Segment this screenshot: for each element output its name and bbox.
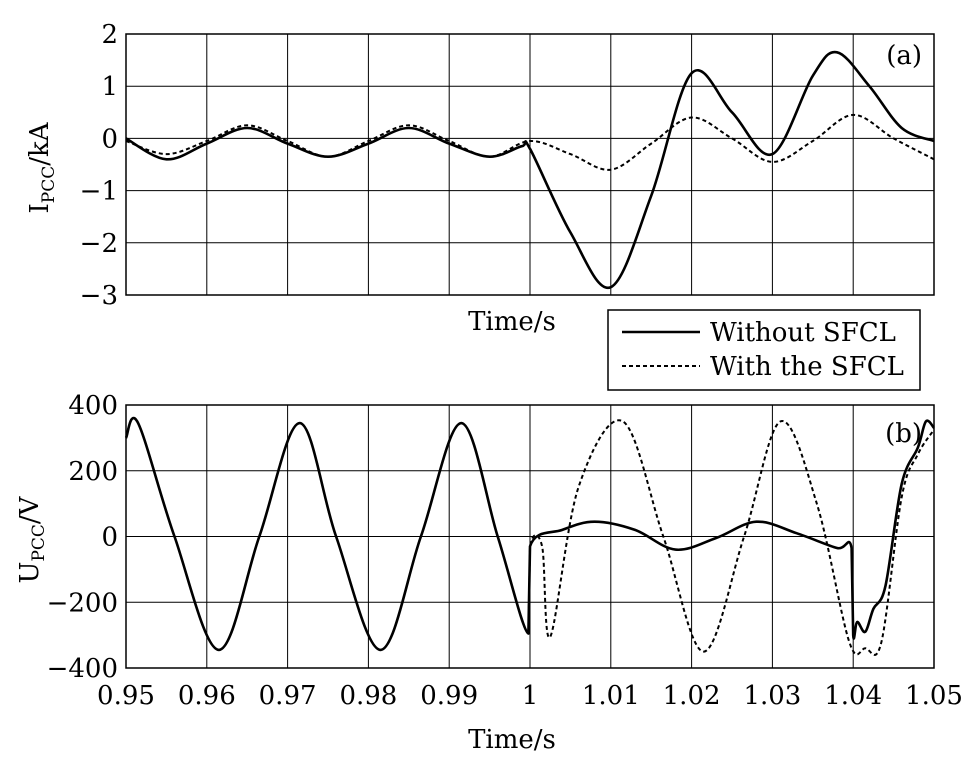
panel-b-label: (b) [885, 419, 922, 449]
panel-b-x-tick-label: 0.96 [178, 681, 236, 711]
panel-b-x-tick-label: 1 [522, 681, 539, 711]
panel-b-y-label-unit: /V [15, 495, 45, 524]
panel-a-y-label-main: I [25, 203, 55, 213]
panel-b-frame [125, 404, 935, 669]
legend: Without SFCL With the SFCL [607, 309, 921, 391]
legend-box [607, 309, 921, 391]
panel-b-y-tick-label: −200 [47, 588, 118, 618]
panel-a-y-tick-label: 2 [101, 20, 118, 50]
panel-b-x-tick-label: 1.04 [824, 681, 882, 711]
panel-b-x-tick-label: 0.95 [97, 681, 155, 711]
panel-a-series-with-the-sfcl [125, 113, 935, 171]
panel-b-voltage: 400 200 0 −200 −400 0.95 0.96 0.97 0.98 0.99 1 1.0… [15, 391, 963, 755]
panel-a-frame [125, 33, 935, 296]
panel-b-x-tick-label: 1.05 [905, 681, 963, 711]
panel-b-y-axis-label: UPCC/V [15, 495, 49, 583]
panel-a-y-label-sub: PCC [39, 166, 59, 203]
panel-a-y-tick-label: −1 [80, 177, 118, 207]
panel-a-series-without-sfcl [125, 50, 935, 290]
panel-a-x-axis-label: Time/s [468, 307, 556, 337]
panel-b-x-tick-label: 0.99 [420, 681, 478, 711]
panel-a-y-axis-label: IPCC/kA [25, 121, 59, 213]
panel-a-current: 2 1 0 −1 −2 −3 (a) Time/s IPCC/kA [25, 20, 935, 337]
panel-b-series-with-the-sfcl [125, 417, 935, 656]
panel-b-x-axis-label: Time/s [468, 725, 556, 755]
panel-b-x-tick-label: 1.02 [663, 681, 721, 711]
legend-item-with-sfcl: With the SFCL [710, 352, 904, 382]
panel-a-y-tick-label: 0 [101, 124, 118, 154]
panel-b-x-ticks: 0.95 0.96 0.97 0.98 0.99 1 1.01 1.02 1.03 1.04 1.0… [97, 681, 963, 711]
panel-a-y-tick-label: −3 [80, 281, 118, 311]
panel-b-x-tick-label: 1.03 [743, 681, 801, 711]
panel-a-y-ticks: 2 1 0 −1 −2 −3 [80, 20, 118, 311]
panel-a-y-tick-label: −2 [80, 229, 118, 259]
panel-a-label: (a) [886, 41, 922, 71]
panel-a-y-label-unit: /kA [25, 121, 55, 166]
panel-a-grid [126, 34, 934, 295]
panel-b-y-tick-label: 0 [101, 523, 118, 553]
panel-a-y-tick-label: 1 [101, 72, 118, 102]
panel-b-x-tick-label: 0.98 [339, 681, 397, 711]
panel-b-grid [126, 405, 934, 668]
panel-b-y-tick-label: −400 [47, 654, 118, 684]
panel-b-y-tick-label: 400 [68, 391, 118, 421]
panel-a-series [125, 50, 935, 290]
panel-b-y-label-main: U [15, 562, 45, 584]
panel-b-y-tick-label: 200 [68, 457, 118, 487]
legend-item-without-sfcl: Without SFCL [710, 318, 896, 348]
panel-b-x-tick-label: 1.01 [582, 681, 640, 711]
panel-b-series [124, 416, 935, 656]
panel-b-y-ticks: 400 200 0 −200 −400 [47, 391, 118, 684]
panel-b-x-tick-label: 0.97 [259, 681, 317, 711]
panel-b-y-label-sub: PCC [29, 524, 49, 561]
